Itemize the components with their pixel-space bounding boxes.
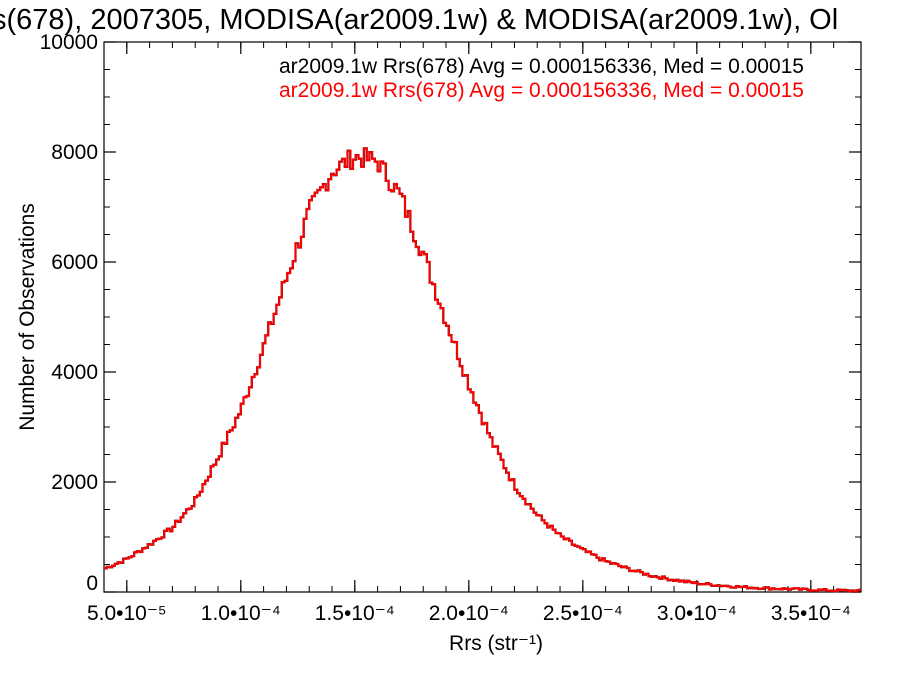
x-axis-ticks: 5.0•10⁻⁵ 1.0•10⁻⁴ 1.5•10⁻⁴ 2.0•10⁻⁴ 2.5•10⁻⁴… — [87, 42, 851, 625]
y-tick-label: 0 — [86, 572, 98, 595]
y-tick-label: 10000 — [40, 31, 98, 54]
chart-title: s(678), 2007305, MODISA(ar2009.1w) & MOD… — [0, 4, 838, 36]
x-tick-label: 1.0•10⁻⁴ — [201, 602, 281, 625]
y-tick-label: 8000 — [51, 141, 98, 164]
x-tick-label: 3.5•10⁻⁴ — [771, 602, 851, 625]
x-axis-label: Rrs (str⁻¹) — [449, 632, 543, 655]
histogram-series — [104, 147, 861, 593]
y-tick-label: 4000 — [51, 361, 98, 384]
annotation-black: ar2009.1w Rrs(678) Avg = 0.000156336, Me… — [279, 55, 804, 78]
x-tick-label: 1.5•10⁻⁴ — [315, 602, 395, 625]
x-tick-label: 2.5•10⁻⁴ — [543, 602, 623, 625]
plot-frame — [103, 41, 862, 593]
x-tick-label: 5.0•10⁻⁵ — [87, 602, 167, 625]
histogram-line-black — [104, 147, 861, 593]
y-tick-label: 6000 — [51, 251, 98, 274]
y-axis-ticks: 0 2000 4000 6000 8000 10000 — [40, 31, 861, 595]
histogram-line-red — [104, 147, 861, 593]
y-axis-label: Number of Observations — [16, 203, 39, 431]
y-tick-label: 2000 — [51, 471, 98, 494]
x-tick-label: 3.0•10⁻⁴ — [657, 602, 737, 625]
x-tick-label: 2.0•10⁻⁴ — [429, 602, 509, 625]
annotation-red: ar2009.1w Rrs(678) Avg = 0.000156336, Me… — [279, 79, 804, 102]
